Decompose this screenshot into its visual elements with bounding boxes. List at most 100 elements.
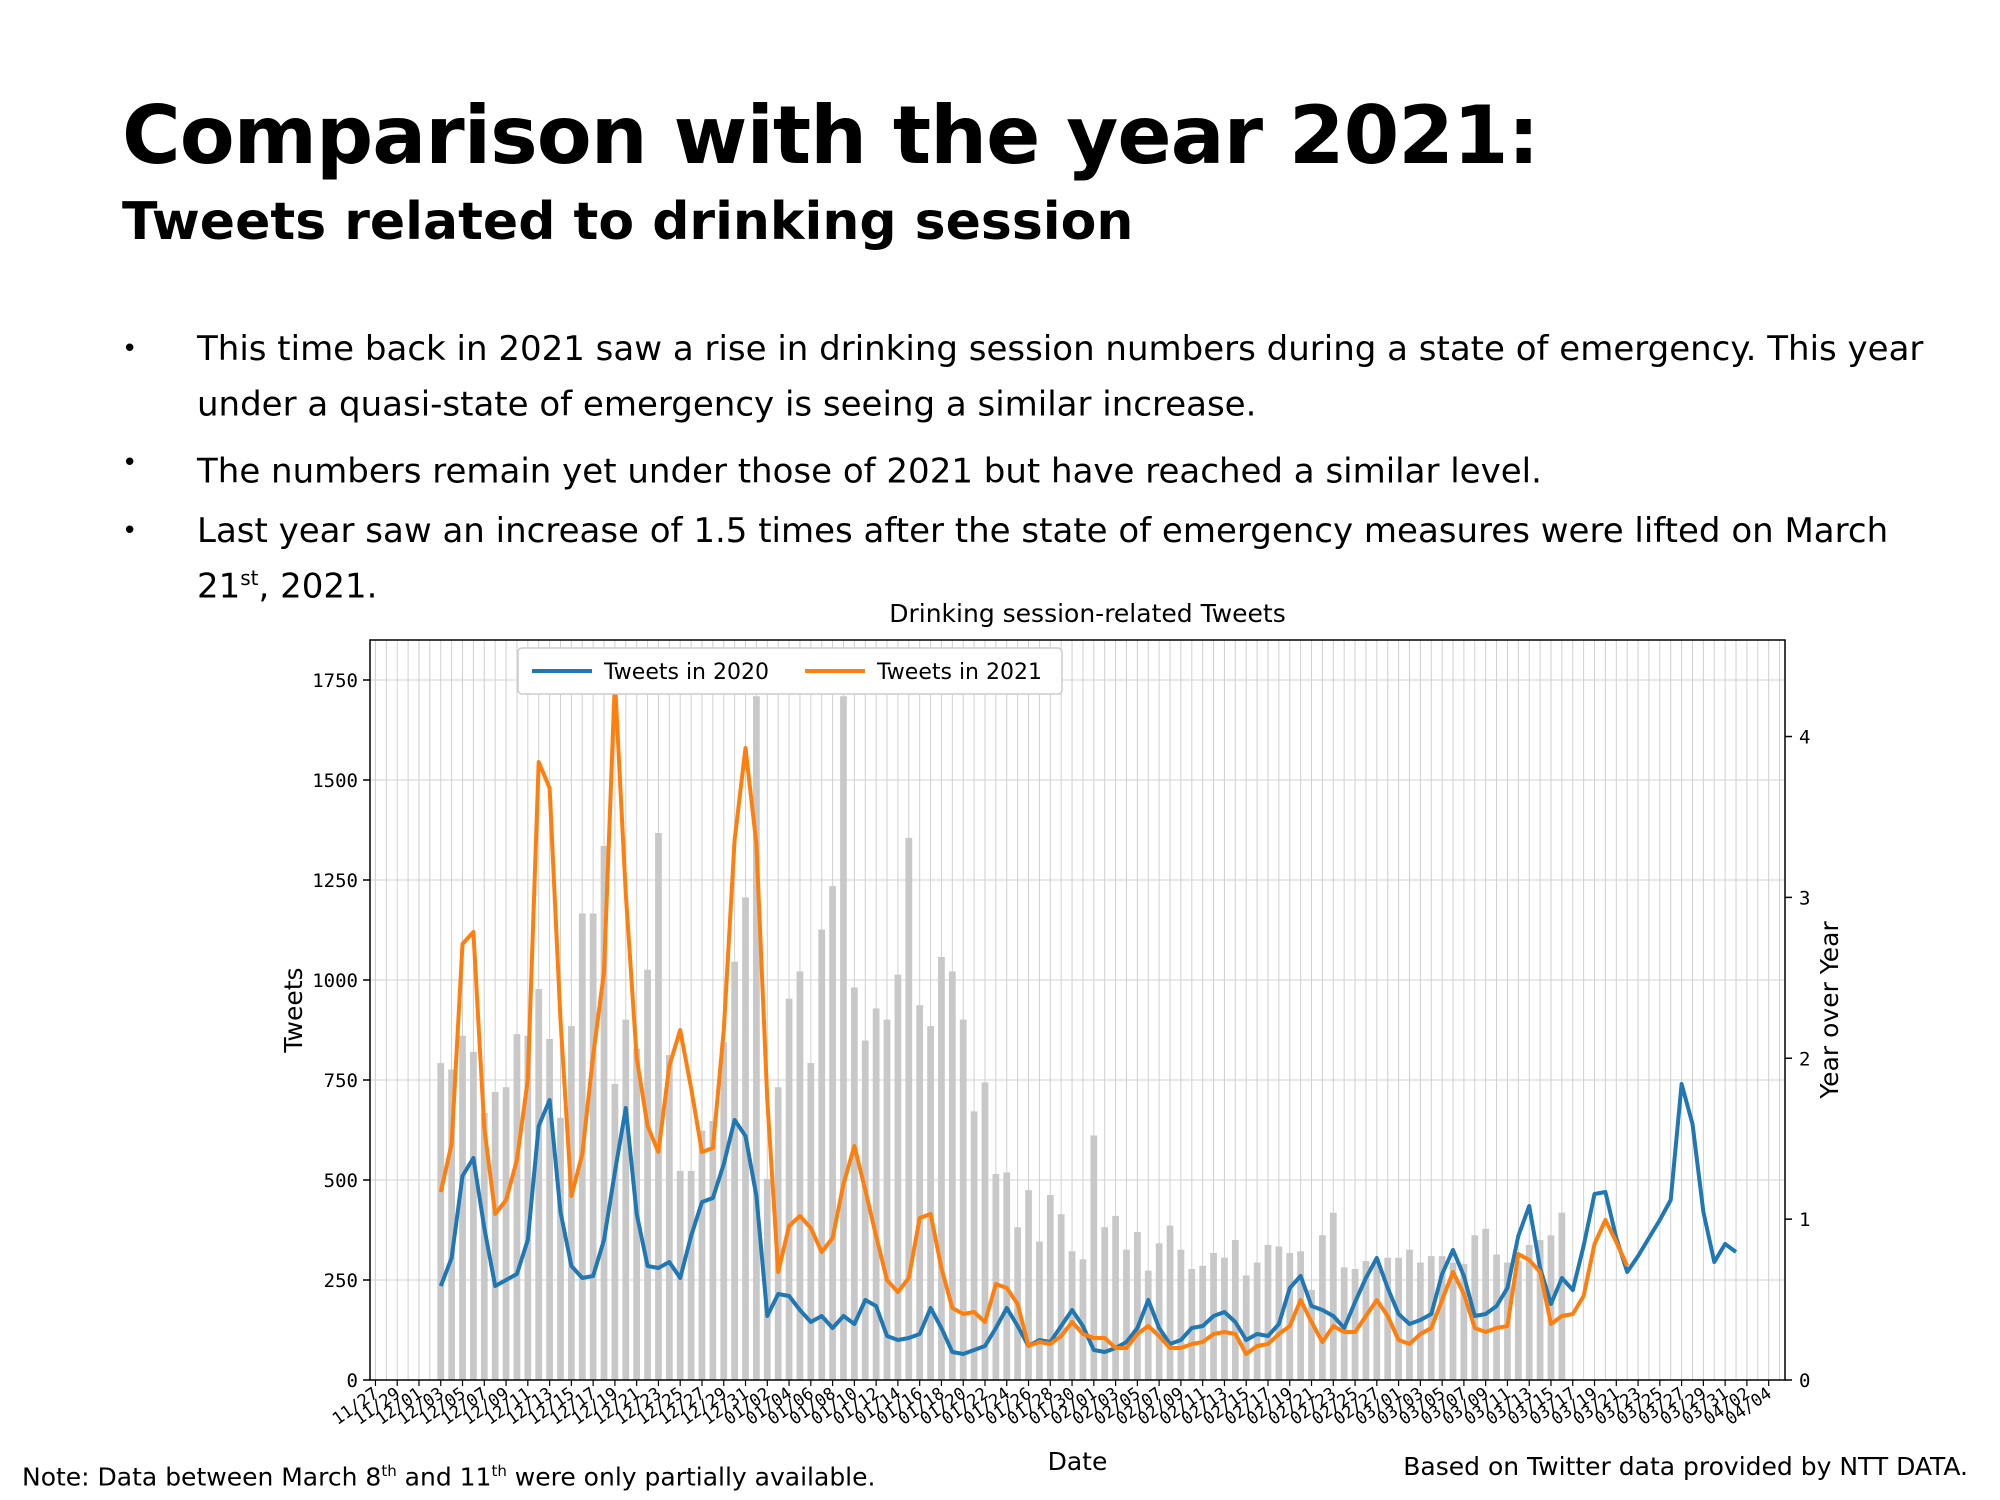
x-tick-label: 02/11 (1156, 1384, 1209, 1430)
bullet-item: Last year saw an increase of 1.5 times a… (122, 508, 1962, 610)
yoy-bar (557, 1117, 564, 1380)
yoy-bar (742, 897, 749, 1380)
x-tick-label: 01/24 (960, 1384, 1013, 1430)
yoy-bar (600, 845, 608, 1380)
x-tick-label: 02/05 (1091, 1384, 1144, 1430)
yoy-bar (807, 1063, 815, 1380)
yoy-bar (1340, 1267, 1348, 1380)
yoy-bar (992, 1174, 1000, 1380)
yoy-bar (709, 1121, 717, 1380)
line-tweets-2021 (438, 678, 1630, 1356)
yoy-bar (1155, 1243, 1163, 1380)
source-credit: Based on Twitter data provided by NTT DA… (1403, 1452, 1968, 1481)
bullet-list: This time back in 2021 saw a rise in dri… (122, 326, 1962, 622)
yoy-bar (1471, 1235, 1479, 1380)
x-tick-label: 01/06 (764, 1384, 817, 1430)
x-tick-label: 03/29 (1657, 1384, 1710, 1430)
page-subtitle: Tweets related to drinking session (122, 192, 1134, 252)
bullet-sup: st (240, 565, 259, 590)
yoy-bar (1057, 1214, 1065, 1380)
yoy-bar (796, 971, 804, 1380)
yoy-bar (1025, 1190, 1032, 1380)
yoy-bar (1547, 1235, 1555, 1380)
yoy-bar (905, 837, 913, 1380)
yoy-bar (1427, 1256, 1435, 1380)
yoy-bar (872, 1008, 880, 1380)
line-tweets-2020 (438, 1082, 1738, 1356)
x-tick-label: 03/01 (1352, 1384, 1405, 1430)
yoy-bar (1188, 1269, 1196, 1380)
x-tick-label: 12/17 (547, 1384, 600, 1430)
yoy-bar (1221, 1257, 1228, 1380)
yoy-bar (1079, 1259, 1087, 1380)
x-tick-label: 12/19 (568, 1384, 621, 1430)
yoy-bar (1482, 1228, 1490, 1380)
x-tick-label: 02/21 (1265, 1384, 1318, 1430)
yoy-bar (1231, 1240, 1239, 1380)
yoy-bar (938, 956, 945, 1380)
yoy-bar (1090, 1135, 1098, 1380)
y-tick-label: 1000 (312, 970, 358, 992)
x-tick-label: 01/16 (873, 1384, 926, 1430)
yoy-bar (1384, 1257, 1392, 1380)
yoy-bar (470, 1051, 477, 1380)
yoy-bar (1210, 1252, 1217, 1380)
bullet-text: This time back in 2021 saw a rise in dri… (197, 329, 1924, 425)
footnote-text: Note: Data between March 8 (22, 1462, 382, 1492)
yoy-bar (1395, 1257, 1402, 1380)
yoy-bar (1297, 1251, 1305, 1380)
x-tick-label: 01/22 (938, 1384, 991, 1430)
yoy-bar (1177, 1249, 1185, 1380)
x-tick-label: 02/01 (1047, 1384, 1100, 1430)
yoy-bar (850, 987, 858, 1380)
yoy-bar (720, 1042, 728, 1380)
yoy-bar (894, 974, 902, 1380)
x-tick-label: 03/03 (1374, 1384, 1427, 1430)
bullet-tail: , 2021. (258, 565, 378, 606)
yoy-bar (774, 1087, 782, 1380)
x-tick-label: 12/13 (503, 1384, 556, 1430)
bullet-text: Last year saw an increase of 1.5 times a… (197, 510, 1889, 606)
legend-label-2021: Tweets in 2021 (876, 660, 1042, 685)
x-tick-label: 02/15 (1200, 1384, 1253, 1430)
page-title: Comparison with the year 2021: (122, 89, 1540, 182)
x-tick-label: 02/25 (1309, 1384, 1362, 1430)
yoy-bar (1514, 1260, 1522, 1380)
x-tick-label: 02/09 (1134, 1384, 1187, 1430)
yoy-bar (916, 1005, 924, 1380)
yoy-bar (491, 1092, 499, 1380)
y-tick-label: 750 (324, 1070, 358, 1092)
yoy-bar (785, 998, 793, 1380)
yoy-bar (1351, 1269, 1359, 1380)
x-tick-label: 12/31 (699, 1384, 752, 1430)
x-tick-label: 02/19 (1243, 1384, 1296, 1430)
yoy-bar (1558, 1212, 1566, 1380)
x-tick-label: 04/04 (1722, 1384, 1775, 1430)
x-tick-label: 01/26 (982, 1384, 1035, 1430)
x-tick-label: 02/23 (1287, 1384, 1340, 1430)
plot-frame (369, 639, 1786, 1381)
legend-box (517, 647, 1063, 695)
yoy-bar (981, 1082, 989, 1380)
x-tick-label: 12/21 (590, 1384, 643, 1430)
x-tick-label: 11/29 (351, 1384, 404, 1430)
yoy-bar (840, 696, 847, 1380)
yoy-bar (1362, 1260, 1370, 1380)
x-tick-label: 03/31 (1679, 1384, 1732, 1430)
x-tick-label: 01/20 (917, 1384, 970, 1430)
yoy-bar (763, 1178, 771, 1380)
x-tick-label: 02/03 (1069, 1384, 1122, 1430)
footnote-sup: th (491, 1462, 507, 1480)
x-tick-label: 12/27 (655, 1384, 708, 1430)
footnote-text: and 11 (396, 1462, 492, 1492)
yoy-bar (1242, 1275, 1250, 1380)
yoy-bar (1014, 1227, 1022, 1380)
yoy-bar (1286, 1252, 1294, 1380)
x-tick-label: 01/28 (1004, 1384, 1057, 1430)
yoy-bar (1504, 1262, 1511, 1380)
yoy-bar (1133, 1232, 1141, 1380)
y2-tick-label: 2 (1799, 1048, 1810, 1070)
x-tick-label: 03/19 (1548, 1384, 1601, 1430)
yoy-bar (1166, 1225, 1174, 1380)
y2-axis-label: Year over Year (1815, 921, 1844, 1100)
